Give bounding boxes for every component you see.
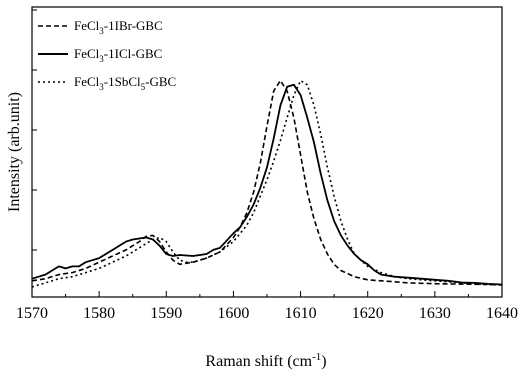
legend: FeCl3-1IBr-GBC FeCl3-1ICl-GBC FeCl3-1SbCl5… [38,18,176,92]
plot-frame [31,6,503,298]
x-tick-label: 1610 [285,305,317,322]
x-tick-label: 1570 [16,305,48,322]
y-ticks [32,9,37,251]
x-axis-label-text: Raman shift (cm [205,353,312,370]
legend-label-2: FeCl3-1ICl-GBC [74,46,162,64]
x-axis-label-close: ) [321,353,326,370]
series-line-1 [31,79,503,286]
x-tick-label: 1600 [217,305,249,322]
series-line-2 [31,83,503,286]
y-axis-label: Intensity (arb.unit) [6,92,23,212]
x-tick-label: 1580 [83,305,115,322]
series-lines [31,79,503,288]
x-tick-label: 1590 [150,305,182,322]
x-axis-label: Raman shift (cm-1) [205,351,326,370]
x-ticks: 1570 1580 1590 1600 1610 1620 1630 1640 [16,291,518,322]
legend-label-3: FeCl3-1SbCl5-GBC [74,74,176,92]
legend-label-1: FeCl3-1IBr-GBC [74,18,163,36]
x-tick-label: 1640 [486,305,518,322]
x-axis-label-superscript: -1 [312,351,321,363]
x-tick-label: 1630 [419,305,451,322]
x-tick-label: 1620 [352,305,384,322]
